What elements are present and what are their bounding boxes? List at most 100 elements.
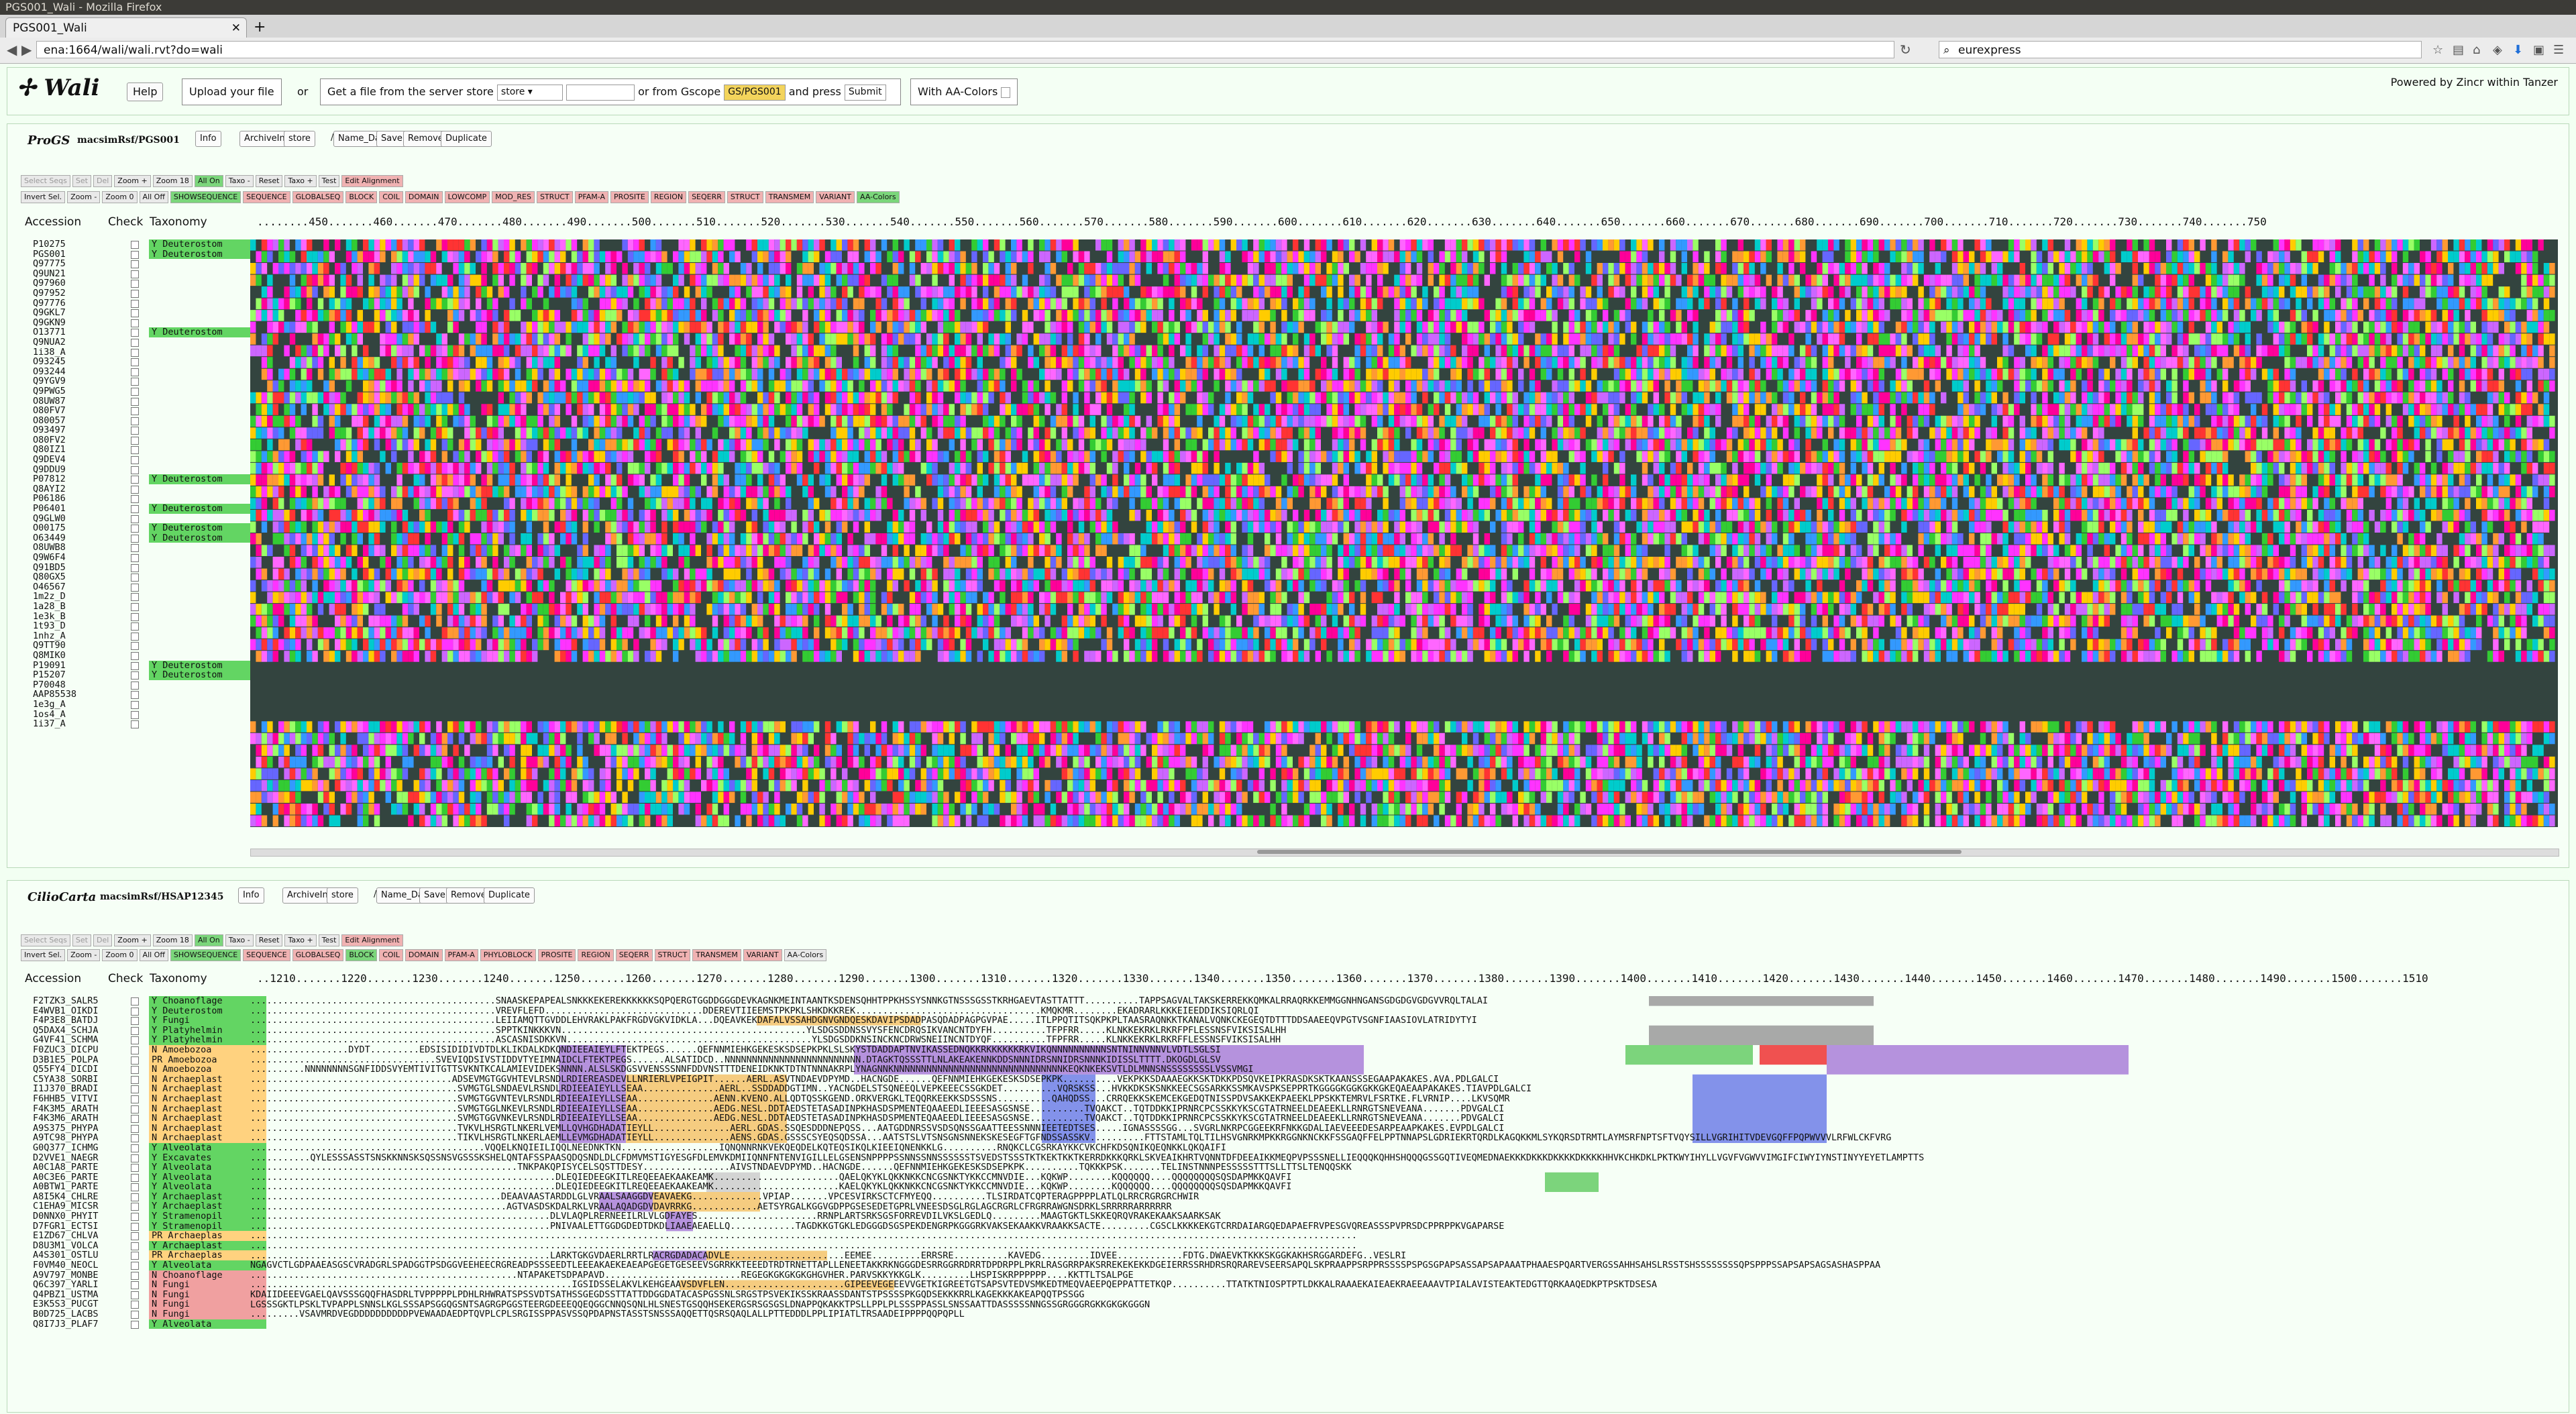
tool-domain[interactable]: DOMAIN	[405, 191, 443, 203]
new-tab-icon[interactable]: +	[254, 19, 266, 36]
check-checkbox[interactable]	[131, 250, 139, 259]
check-checkbox[interactable]	[131, 329, 139, 337]
accession-name[interactable]: O8UWB8	[33, 542, 66, 553]
tool-lowcomp[interactable]: LOWCOMP	[444, 191, 490, 203]
upload-file-button[interactable]: Upload your file	[182, 78, 282, 105]
tool-aa-colors[interactable]: AA-Colors	[857, 191, 900, 203]
tool-select-seqs[interactable]: Select Seqs	[21, 175, 70, 187]
panel-button-2[interactable]: store	[284, 131, 315, 147]
browser-tab[interactable]: PGS001_Wali ✕	[5, 17, 247, 38]
accession-name[interactable]: P07812	[33, 474, 66, 485]
check-checkbox[interactable]	[131, 622, 139, 631]
check-checkbox[interactable]	[131, 514, 139, 523]
accession-name[interactable]: Q97775	[33, 258, 66, 270]
panel-button-6[interactable]: Remove	[403, 131, 448, 147]
tool-globalseq[interactable]: GLOBALSEQ	[292, 191, 344, 203]
accession-name[interactable]: P15207	[33, 669, 66, 681]
store-select[interactable]: store ▾	[496, 84, 563, 101]
accession-name[interactable]: O63449	[33, 532, 66, 543]
home-icon[interactable]: ⌂	[2473, 43, 2481, 57]
tool-struct[interactable]: STRUCT	[536, 191, 573, 203]
tool-block[interactable]: BLOCK	[345, 191, 378, 203]
accession-name[interactable]: P10275	[33, 239, 66, 250]
check-checkbox[interactable]	[131, 407, 139, 416]
col-accession[interactable]: Accession	[25, 215, 82, 229]
col-taxonomy[interactable]: Taxonomy	[150, 215, 207, 229]
tool-del[interactable]: Del	[93, 175, 113, 187]
check-checkbox[interactable]	[131, 700, 139, 709]
check-checkbox[interactable]	[131, 710, 139, 719]
check-checkbox[interactable]	[131, 358, 139, 367]
tool-invert-sel-[interactable]: Invert Sel.	[21, 191, 66, 203]
check-checkbox[interactable]	[131, 270, 139, 278]
check-checkbox[interactable]	[131, 309, 139, 318]
aa-colors-toggle[interactable]: With AA-Colors	[910, 78, 1018, 105]
accession-name[interactable]: Q80IZ1	[33, 444, 66, 455]
col-check[interactable]: Check	[108, 215, 144, 229]
check-checkbox[interactable]	[131, 651, 139, 660]
check-checkbox[interactable]	[131, 574, 139, 582]
check-checkbox[interactable]	[131, 456, 139, 465]
tool-all-on[interactable]: All On	[194, 175, 223, 187]
accession-name[interactable]: 1os4_A	[33, 708, 66, 720]
check-checkbox[interactable]	[131, 299, 139, 308]
accession-name[interactable]: Q9NUA2	[33, 336, 66, 347]
menu-icon[interactable]: ☰	[2553, 43, 2565, 57]
check-checkbox[interactable]	[131, 534, 139, 543]
check-checkbox[interactable]	[131, 338, 139, 347]
extension-icon[interactable]: ▣	[2533, 43, 2545, 57]
accession-name[interactable]: Q91BD5	[33, 561, 66, 573]
check-checkbox[interactable]	[131, 348, 139, 357]
accession-name[interactable]: 1e3g_A	[33, 698, 66, 710]
accession-name[interactable]: O80FV7	[33, 405, 66, 417]
panel-button-7[interactable]: Duplicate	[441, 131, 492, 147]
check-checkbox[interactable]	[131, 583, 139, 592]
tool-struct[interactable]: STRUCT	[727, 191, 763, 203]
accession-name[interactable]: Q9UN21	[33, 268, 66, 279]
check-checkbox[interactable]	[131, 632, 139, 641]
check-checkbox[interactable]	[131, 642, 139, 651]
accession-name[interactable]: P06186	[33, 493, 66, 504]
check-checkbox[interactable]	[131, 436, 139, 445]
tool-reset[interactable]: Reset	[255, 175, 283, 187]
tool-region[interactable]: REGION	[650, 191, 687, 203]
check-checkbox[interactable]	[131, 661, 139, 670]
tool-zoom-[interactable]: Zoom -	[67, 191, 101, 203]
tool-sequence[interactable]: SEQUENCE	[243, 191, 290, 203]
star-icon[interactable]: ☆	[2432, 43, 2444, 57]
check-checkbox[interactable]	[131, 495, 139, 504]
gscope-input[interactable]: GS/PGS001	[724, 84, 786, 101]
tool-mod-res[interactable]: MOD_RES	[492, 191, 535, 203]
help-button[interactable]: Help	[127, 83, 164, 101]
accession-name[interactable]: P19091	[33, 659, 66, 671]
tool-seqerr[interactable]: SEQERR	[688, 191, 725, 203]
check-checkbox[interactable]	[131, 241, 139, 249]
check-checkbox[interactable]	[131, 612, 139, 621]
check-checkbox[interactable]	[131, 525, 139, 533]
alignment-view[interactable]	[250, 239, 2558, 827]
tool-showsequence[interactable]: SHOWSEQUENCE	[170, 191, 241, 203]
tool-set[interactable]: Set	[72, 175, 91, 187]
tool-taxo-[interactable]: Taxo +	[284, 175, 317, 187]
accession-name[interactable]: O80FV2	[33, 434, 66, 445]
accession-name[interactable]: 1nhz_A	[33, 630, 66, 641]
check-checkbox[interactable]	[131, 505, 139, 514]
accession-name[interactable]: O93497	[33, 425, 66, 436]
check-checkbox[interactable]	[131, 378, 139, 386]
accession-name[interactable]: Q9GLW0	[33, 512, 66, 524]
accession-name[interactable]: Q9TT90	[33, 640, 66, 651]
tool-zoom-[interactable]: Zoom +	[114, 175, 151, 187]
panel-button-5[interactable]: Save	[376, 131, 407, 147]
accession-name[interactable]: Q80GX5	[33, 572, 66, 583]
accession-name[interactable]: Q9GKN9	[33, 317, 66, 328]
store-filename-input[interactable]	[566, 84, 635, 101]
aa-colors-checkbox[interactable]	[1001, 87, 1011, 98]
check-checkbox[interactable]	[131, 671, 139, 680]
search-input[interactable]: ⌕ eurexpress	[1939, 41, 2422, 58]
check-checkbox[interactable]	[131, 280, 139, 288]
accession-name[interactable]: Q8MIK0	[33, 649, 66, 661]
accession-name[interactable]: Q9GKL7	[33, 307, 66, 319]
check-checkbox[interactable]	[131, 397, 139, 406]
tool-edit-alignment[interactable]: Edit Alignment	[341, 175, 403, 187]
check-checkbox[interactable]	[131, 417, 139, 425]
